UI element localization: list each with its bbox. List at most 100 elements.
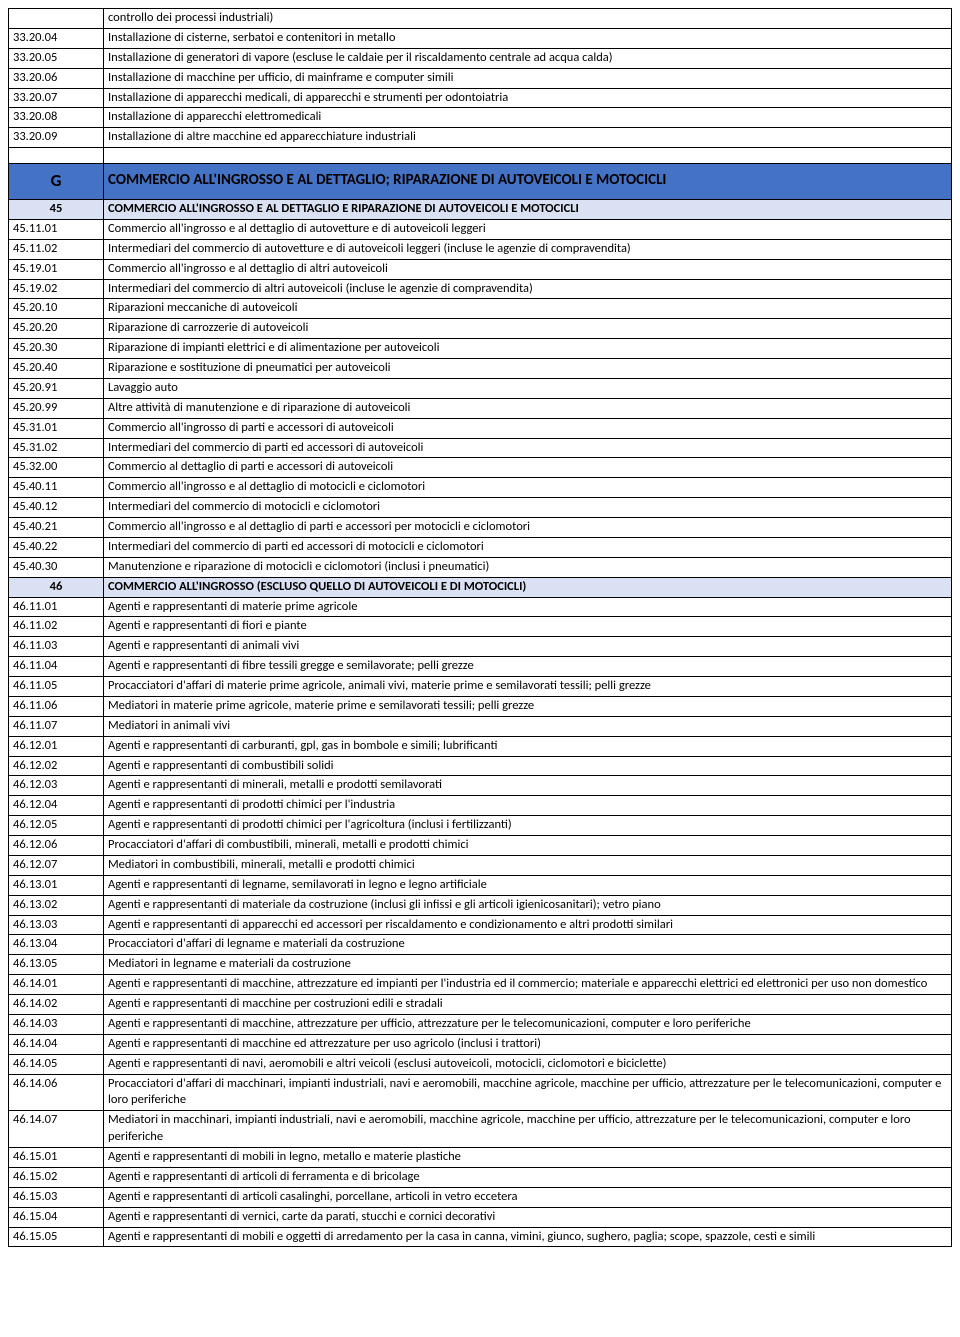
table-row: 46.11.05Procacciatori d'affari di materi… xyxy=(9,677,952,697)
table-row: 45.40.12Intermediari del commercio di mo… xyxy=(9,498,952,518)
table-row: GCOMMERCIO ALL'INGROSSO E AL DETTAGLIO; … xyxy=(9,164,952,200)
code-cell: 45.20.91 xyxy=(9,378,104,398)
description-cell: Agenti e rappresentanti di macchine, att… xyxy=(104,975,952,995)
description-cell: Commercio all'ingrosso e al dettaglio di… xyxy=(104,478,952,498)
description-cell: Intermediari del commercio di autovettur… xyxy=(104,239,952,259)
description-cell: Intermediari del commercio di altri auto… xyxy=(104,279,952,299)
code-cell: 45.20.99 xyxy=(9,398,104,418)
table-row: 46.12.02Agenti e rappresentanti di combu… xyxy=(9,756,952,776)
code-cell: 46.11.03 xyxy=(9,637,104,657)
table-row: 46.15.05Agenti e rappresentanti di mobil… xyxy=(9,1227,952,1247)
code-cell: 46.13.02 xyxy=(9,895,104,915)
table-row: 46.15.01Agenti e rappresentanti di mobil… xyxy=(9,1148,952,1168)
description-cell: Commercio al dettaglio di parti e access… xyxy=(104,458,952,478)
code-cell: 33.20.09 xyxy=(9,128,104,148)
table-row: controllo dei processi industriali) xyxy=(9,9,952,29)
code-cell: 46.14.06 xyxy=(9,1074,104,1111)
description-cell: COMMERCIO ALL'INGROSSO (ESCLUSO QUELLO D… xyxy=(104,577,952,597)
description-cell: Intermediari del commercio di motocicli … xyxy=(104,498,952,518)
code-cell: 46.11.02 xyxy=(9,617,104,637)
code-cell: 46.11.06 xyxy=(9,696,104,716)
table-row: 46.11.04Agenti e rappresentanti di fibre… xyxy=(9,657,952,677)
code-cell: 45.31.02 xyxy=(9,438,104,458)
table-row: 46.14.05Agenti e rappresentanti di navi,… xyxy=(9,1054,952,1074)
table-row: 46.14.03Agenti e rappresentanti di macch… xyxy=(9,1014,952,1034)
code-cell: 46.14.03 xyxy=(9,1014,104,1034)
description-cell: Agenti e rappresentanti di materie prime… xyxy=(104,597,952,617)
code-cell: 45.20.20 xyxy=(9,319,104,339)
table-row: 45.40.21Commercio all'ingrosso e al dett… xyxy=(9,518,952,538)
table-row: 45.31.01Commercio all'ingrosso di parti … xyxy=(9,418,952,438)
table-row: 46.11.02Agenti e rappresentanti di fiori… xyxy=(9,617,952,637)
description-cell: Intermediari del commercio di parti ed a… xyxy=(104,438,952,458)
description-cell: controllo dei processi industriali) xyxy=(104,9,952,29)
table-row xyxy=(9,148,952,164)
description-cell: Mediatori in legname e materiali da cost… xyxy=(104,955,952,975)
description-cell: Agenti e rappresentanti di articoli di f… xyxy=(104,1167,952,1187)
description-cell: Mediatori in animali vivi xyxy=(104,716,952,736)
description-cell: Procacciatori d'affari di combustibili, … xyxy=(104,836,952,856)
description-cell: Mediatori in combustibili, minerali, met… xyxy=(104,855,952,875)
table-row: 46.13.05Mediatori in legname e materiali… xyxy=(9,955,952,975)
classification-table: controllo dei processi industriali)33.20… xyxy=(8,8,952,1247)
table-row: 45.19.02Intermediari del commercio di al… xyxy=(9,279,952,299)
code-cell: 46.14.02 xyxy=(9,995,104,1015)
table-row: 46.12.01Agenti e rappresentanti di carbu… xyxy=(9,736,952,756)
description-cell: Agenti e rappresentanti di legname, semi… xyxy=(104,875,952,895)
description-cell: Riparazione e sostituzione di pneumatici… xyxy=(104,359,952,379)
table-row: 46.11.03Agenti e rappresentanti di anima… xyxy=(9,637,952,657)
code-cell: 46 xyxy=(9,577,104,597)
description-cell: Agenti e rappresentanti di fibre tessili… xyxy=(104,657,952,677)
table-row: 46.13.02Agenti e rappresentanti di mater… xyxy=(9,895,952,915)
code-cell: 33.20.08 xyxy=(9,108,104,128)
table-row: 45.20.20Riparazione di carrozzerie di au… xyxy=(9,319,952,339)
code-cell: 46.12.02 xyxy=(9,756,104,776)
code-cell: 33.20.04 xyxy=(9,28,104,48)
code-cell: 46.11.07 xyxy=(9,716,104,736)
code-cell: 46.11.05 xyxy=(9,677,104,697)
table-row: 46.14.01Agenti e rappresentanti di macch… xyxy=(9,975,952,995)
code-cell: 46.12.01 xyxy=(9,736,104,756)
description-cell: Agenti e rappresentanti di fiori e piant… xyxy=(104,617,952,637)
table-row: 46.12.07Mediatori in combustibili, miner… xyxy=(9,855,952,875)
table-row: 46.11.06Mediatori in materie prime agric… xyxy=(9,696,952,716)
table-row: 45.20.30Riparazione di impianti elettric… xyxy=(9,339,952,359)
table-row: 33.20.09Installazione di altre macchine … xyxy=(9,128,952,148)
description-cell: Altre attività di manutenzione e di ripa… xyxy=(104,398,952,418)
code-cell: 45.40.30 xyxy=(9,557,104,577)
code-cell: 46.11.01 xyxy=(9,597,104,617)
code-cell: 46.15.03 xyxy=(9,1187,104,1207)
description-cell: Installazione di macchine per ufficio, d… xyxy=(104,68,952,88)
code-cell: 46.12.07 xyxy=(9,855,104,875)
table-row: 45.20.10Riparazioni meccaniche di autove… xyxy=(9,299,952,319)
description-cell: Installazione di generatori di vapore (e… xyxy=(104,48,952,68)
table-row: 45.31.02Intermediari del commercio di pa… xyxy=(9,438,952,458)
table-row: 46.13.04Procacciatori d'affari di legnam… xyxy=(9,935,952,955)
code-cell: 33.20.06 xyxy=(9,68,104,88)
description-cell: Agenti e rappresentanti di macchine ed a… xyxy=(104,1034,952,1054)
table-row: 45.20.91Lavaggio auto xyxy=(9,378,952,398)
table-row: 46.12.03Agenti e rappresentanti di miner… xyxy=(9,776,952,796)
description-cell: Agenti e rappresentanti di animali vivi xyxy=(104,637,952,657)
description-cell: Procacciatori d'affari di materie prime … xyxy=(104,677,952,697)
description-cell: Installazione di altre macchine ed appar… xyxy=(104,128,952,148)
table-row: 46.12.06Procacciatori d'affari di combus… xyxy=(9,836,952,856)
description-cell: Riparazione di impianti elettrici e di a… xyxy=(104,339,952,359)
description-cell: Riparazione di carrozzerie di autoveicol… xyxy=(104,319,952,339)
code-cell: 45.40.22 xyxy=(9,537,104,557)
code-cell: 45.20.10 xyxy=(9,299,104,319)
description-cell: Lavaggio auto xyxy=(104,378,952,398)
table-row: 45.19.01Commercio all'ingrosso e al dett… xyxy=(9,259,952,279)
description-cell: Agenti e rappresentanti di prodotti chim… xyxy=(104,796,952,816)
code-cell: 33.20.05 xyxy=(9,48,104,68)
code-cell: 45.11.02 xyxy=(9,239,104,259)
table-row: 46.15.04Agenti e rappresentanti di verni… xyxy=(9,1207,952,1227)
table-row: 46.14.04Agenti e rappresentanti di macch… xyxy=(9,1034,952,1054)
code-cell: 45.19.02 xyxy=(9,279,104,299)
table-row: 46.15.02Agenti e rappresentanti di artic… xyxy=(9,1167,952,1187)
code-cell: 46.14.05 xyxy=(9,1054,104,1074)
table-row: 46.14.07Mediatori in macchinari, impiant… xyxy=(9,1111,952,1148)
table-row: 45COMMERCIO ALL'INGROSSO E AL DETTAGLIO … xyxy=(9,200,952,220)
spacer-cell xyxy=(104,148,952,164)
code-cell: 46.15.05 xyxy=(9,1227,104,1247)
